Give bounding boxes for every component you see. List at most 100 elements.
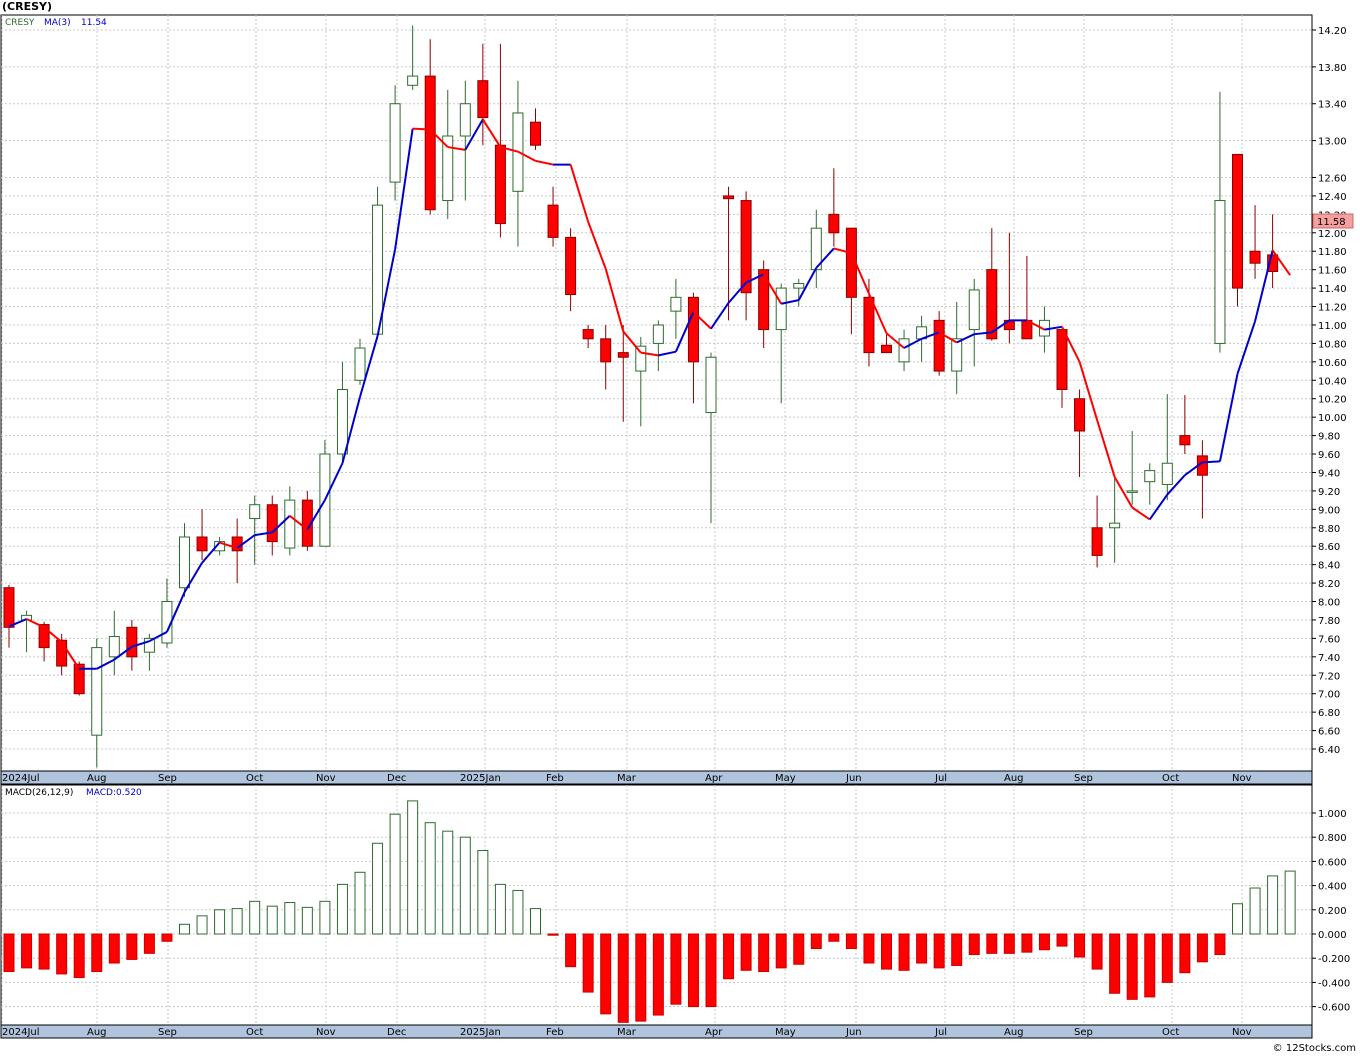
macd-y-tick-label: 0.400 (1318, 882, 1347, 893)
ma-segment (1236, 320, 1256, 375)
ma-segment (745, 273, 765, 284)
candle (266, 495, 278, 556)
price-y-tick-label: 11.80 (1318, 247, 1347, 258)
candle (73, 661, 85, 696)
macd-x-label: Nov (316, 1027, 336, 1038)
macd-x-label: Feb (546, 1027, 564, 1038)
candle-body (898, 338, 910, 363)
macd-bar (389, 813, 401, 935)
price-y-tick-label: 8.80 (1318, 524, 1340, 535)
ma-segment (464, 118, 484, 151)
price-x-label: 2024Jul (2, 773, 40, 784)
price-y-tick-label: 12.00 (1318, 229, 1347, 240)
candle (249, 495, 261, 565)
macd-x-label: Jul (934, 1027, 947, 1038)
candle (1144, 463, 1156, 505)
price-y-tick-label: 13.80 (1318, 63, 1347, 74)
ma-segment (1096, 419, 1116, 478)
macd-bar (249, 900, 261, 935)
macd-y-tick-label: 1.000 (1318, 809, 1347, 820)
candle (881, 334, 892, 354)
macd-bar (863, 933, 875, 964)
candle (652, 320, 664, 372)
candle (582, 324, 594, 349)
macd-bar (1284, 870, 1296, 935)
macd-bar (1144, 933, 1156, 998)
candle (530, 108, 541, 150)
candle (723, 186, 735, 321)
ma-segment (640, 351, 659, 357)
macd-bar (354, 871, 366, 935)
ma-segment (254, 531, 273, 537)
candle (986, 228, 998, 341)
ma-segment (183, 562, 203, 593)
candle (56, 633, 68, 676)
macd-bar (1196, 933, 1208, 963)
price-y-tick-label: 9.20 (1318, 487, 1340, 498)
macd-bar (372, 842, 384, 935)
macd-bar (73, 933, 85, 979)
macd-y-tick-label: 0.800 (1318, 833, 1347, 844)
ma-segment (1184, 461, 1203, 477)
macd-bar (494, 883, 506, 935)
ma-segment (1044, 325, 1063, 331)
candle (1126, 430, 1138, 505)
macd-bar (881, 933, 892, 970)
candle-body (881, 344, 892, 354)
price-legend: CRESY MA(3) 11.54 (5, 18, 107, 28)
price-y-tick-label: 6.60 (1318, 727, 1340, 738)
ma-segment (833, 247, 852, 255)
price-y-tick-label: 8.40 (1318, 561, 1340, 572)
candle-body (1161, 462, 1173, 485)
macd-y-tick-label: -0.600 (1318, 1003, 1350, 1014)
macd-y-tick-label: -0.200 (1318, 954, 1350, 965)
ma-segment (429, 128, 449, 148)
candle (108, 610, 120, 676)
last-price-tag: 11.58 (1312, 213, 1354, 229)
candle-body (143, 637, 155, 653)
chart-title: (CRESY) (2, 0, 52, 13)
candle-body (600, 338, 612, 363)
price-y-tick-label: 7.20 (1318, 671, 1340, 682)
macd-bar (916, 933, 928, 964)
candle (1091, 495, 1103, 568)
candle (354, 338, 366, 385)
ma-segment (1078, 361, 1099, 421)
ma-segment (658, 350, 677, 357)
ma-segment (674, 311, 695, 353)
price-x-label: Oct (1162, 773, 1179, 784)
macd-x-label: 2024Jul (2, 1027, 40, 1038)
macd-x-axis: 2024Jul Aug Sep Oct Nov Dec 2025Jan Feb Mar Apr Ma… (2, 1027, 1252, 1038)
ma-segment (974, 331, 992, 336)
macd-x-label: Mar (617, 1027, 637, 1038)
candle (828, 168, 840, 247)
price-y-tick-label: 10.20 (1318, 395, 1347, 406)
candle-body (617, 352, 629, 358)
price-y-tick-label: 9.40 (1318, 468, 1340, 479)
candle-body (547, 204, 559, 238)
macd-x-label: Apr (705, 1027, 723, 1038)
candle-body (56, 639, 68, 667)
candle-body (933, 319, 945, 372)
candle (670, 278, 682, 339)
ma-segment (1148, 494, 1169, 521)
candle-body (1267, 254, 1279, 273)
macd-bar (1126, 933, 1138, 1000)
ma-segment (622, 330, 642, 354)
candle-body (108, 636, 120, 658)
price-plot-frame (0, 14, 1313, 772)
price-x-label: Nov (316, 773, 336, 784)
candle (1161, 394, 1173, 501)
macd-bar (1091, 933, 1103, 970)
macd-bar (442, 830, 454, 935)
candle (705, 352, 717, 524)
ma-segment (1026, 319, 1045, 331)
macd-bar (845, 933, 857, 950)
macd-bar (1249, 887, 1261, 935)
macd-date-bar (0, 1024, 1313, 1039)
ma-segment (517, 150, 536, 162)
price-panel: 14.2013.8013.4013.0012.6012.4012.2012.00… (0, 14, 1354, 785)
candle (1074, 389, 1086, 478)
candle (547, 186, 559, 247)
